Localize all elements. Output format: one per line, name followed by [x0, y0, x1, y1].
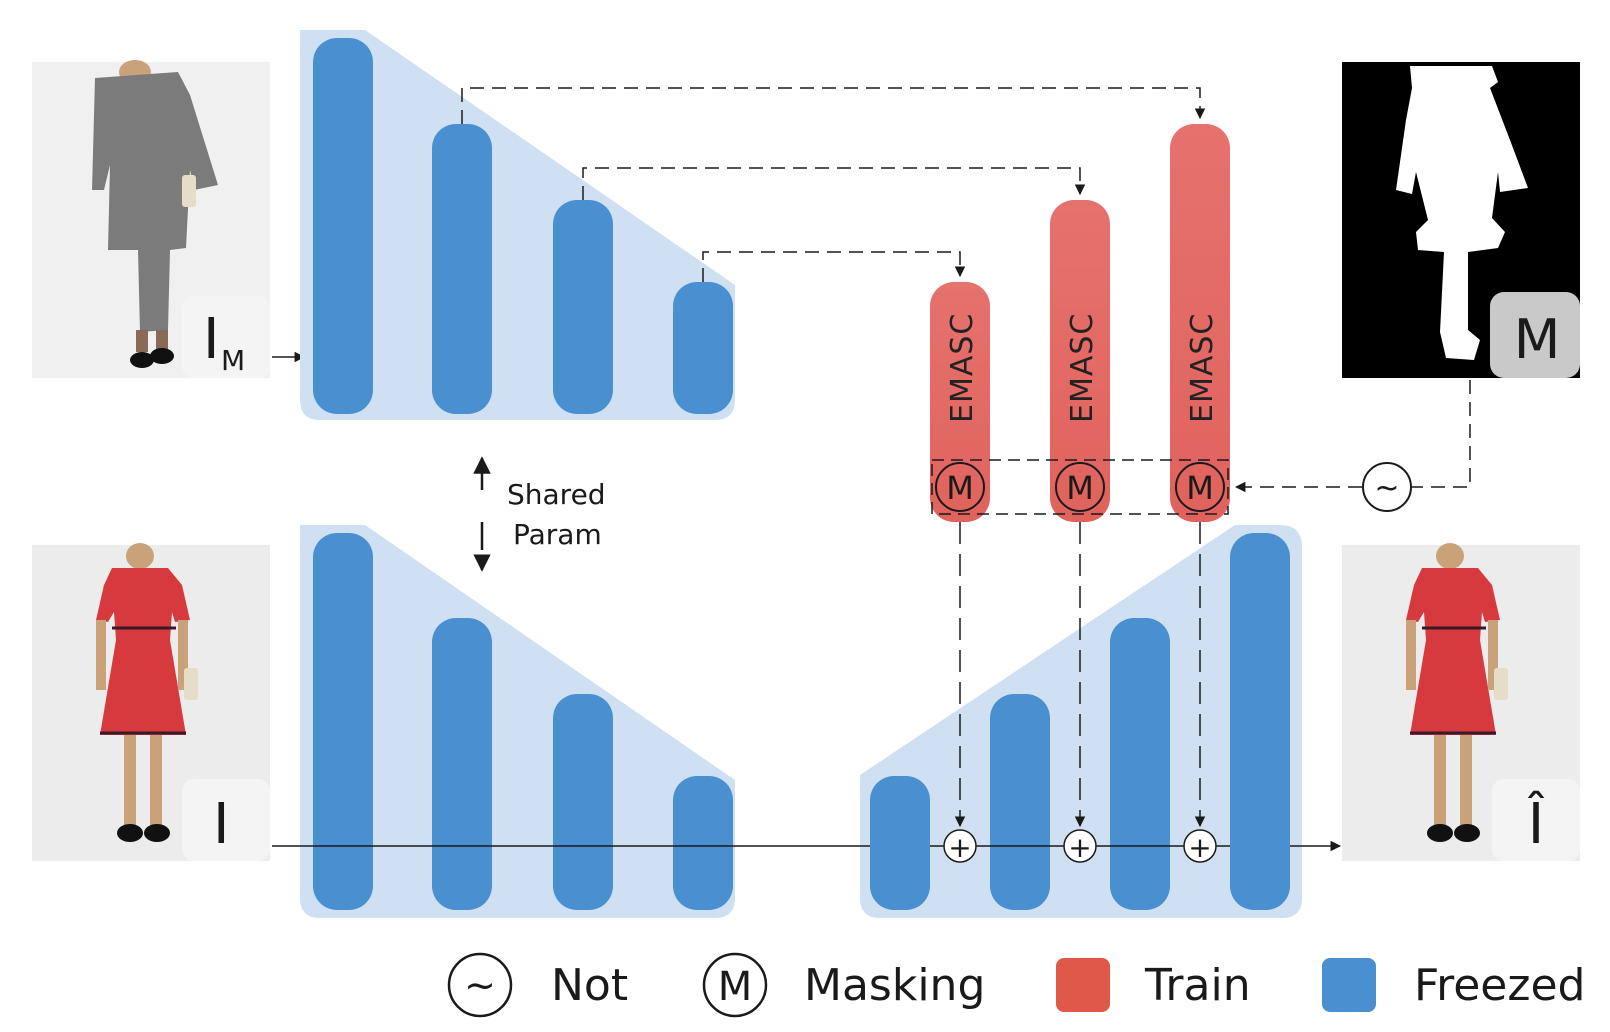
masked-person-image: I M [32, 60, 270, 378]
legend: ~ Not M Masking Train Freezed [447, 952, 1585, 1018]
decoder-block-3 [1110, 618, 1170, 910]
shared-param-line2: Param [513, 518, 602, 551]
decoder-block-1 [870, 776, 930, 910]
svg-text:~: ~ [1374, 471, 1399, 506]
svg-text:~: ~ [464, 963, 496, 1007]
bottom-encoder [300, 525, 735, 918]
add-node-1: + [943, 829, 977, 864]
emasc-label-3: EMASC [1185, 313, 1220, 423]
svg-text:+: + [948, 831, 971, 864]
decoder [860, 525, 1302, 918]
emasc-to-decoder-links [954, 522, 1206, 828]
mask-image-label: M [1514, 308, 1561, 371]
emasc-block-1: EMASC [930, 282, 990, 522]
top-encoder-background [300, 30, 735, 420]
mask-image: M [1342, 62, 1580, 378]
top-encoder-block-1 [313, 38, 373, 414]
not-op: ~ [1362, 462, 1412, 512]
masked-image-label: I [203, 307, 220, 372]
masked-image-label-sub: M [221, 344, 245, 377]
skip-connections [461, 87, 1206, 282]
svg-text:M: M [718, 964, 753, 1010]
emasc-block-3: EMASC [1170, 124, 1230, 522]
legend-train-label: Train [1144, 960, 1251, 1011]
decoder-block-2 [990, 694, 1050, 910]
svg-text:M: M [946, 469, 974, 507]
legend-masking-label: Masking [804, 960, 985, 1011]
top-encoder [300, 30, 735, 420]
masking-op-1: M [935, 462, 985, 512]
legend-masking: M Masking [702, 952, 985, 1018]
legend-not: ~ Not [447, 952, 628, 1018]
input-image-label: I [213, 792, 230, 857]
input-person-image: I [32, 543, 270, 861]
svg-text:M: M [1186, 469, 1214, 507]
emasc-label-2: EMASC [1065, 313, 1100, 423]
bottom-encoder-background [300, 525, 735, 918]
legend-freezed-label: Freezed [1414, 960, 1585, 1011]
top-encoder-block-4 [673, 282, 733, 414]
emasc-label-1: EMASC [945, 313, 980, 423]
add-node-3: + [1183, 829, 1217, 864]
add-node-2: + [1063, 829, 1097, 864]
shared-param-indicator: Shared Param [473, 456, 606, 572]
masking-op-2: M [1055, 462, 1105, 512]
decoder-background [860, 525, 1302, 918]
output-person-image: Î [1342, 543, 1580, 861]
bottom-encoder-block-3 [553, 694, 613, 910]
output-image-label: Î [1527, 791, 1545, 857]
legend-not-label: Not [551, 960, 628, 1011]
top-encoder-block-2 [432, 124, 492, 414]
svg-text:+: + [1188, 831, 1211, 864]
bottom-encoder-block-1 [313, 533, 373, 910]
bottom-encoder-block-4 [673, 776, 733, 910]
shared-param-line1: Shared [507, 478, 606, 511]
svg-text:+: + [1068, 831, 1091, 864]
masking-group-box [931, 459, 1229, 515]
top-encoder-block-3 [553, 200, 613, 414]
svg-text:M: M [1066, 469, 1094, 507]
decoder-block-4 [1230, 533, 1290, 910]
bottom-encoder-block-2 [432, 618, 492, 910]
emasc-block-2: EMASC [1050, 200, 1110, 522]
legend-train: Train [1056, 958, 1251, 1012]
masking-op-3: M [1175, 462, 1225, 512]
legend-freezed: Freezed [1322, 958, 1585, 1012]
